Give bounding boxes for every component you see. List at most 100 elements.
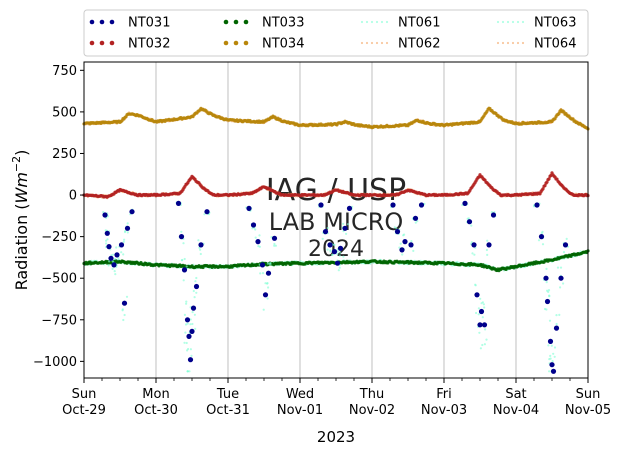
point-NT031 [175,200,182,206]
point-NT061 [393,226,396,229]
point-NT032 [547,177,551,181]
point-NT061 [269,261,272,265]
point-NT034 [557,111,561,116]
legend-marker [496,41,500,45]
point-NT061 [474,283,477,286]
point-NT031 [186,333,192,339]
point-NT061 [471,252,474,255]
point-NT031 [118,242,125,248]
point-NT061 [333,243,336,246]
y-tick-label: 500 [52,105,77,120]
legend-marker [370,41,374,45]
point-NT031 [412,215,419,221]
point-NT061 [122,253,125,256]
point-NT031 [246,205,252,211]
legend-item: NT063 [496,16,576,31]
point-NT061 [113,270,116,273]
legend-marker [385,20,389,24]
series-NT034 [82,106,590,131]
point-NT031 [471,242,477,248]
x-tick-day: Sun [576,387,601,402]
x-axis: SunOct-29MonOct-30TueOct-31WedNov-01ThuN… [62,378,611,418]
legend-marker [109,19,115,25]
point-NT061 [123,238,126,241]
point-NT061 [189,318,192,321]
point-NT061 [266,297,269,300]
point-NT031 [466,219,473,225]
point-NT031 [129,209,135,215]
point-NT061 [551,360,554,363]
point-NT061 [548,295,551,298]
point-NT061 [326,248,329,251]
watermark-line: LAB MICRO [269,208,404,236]
point-NT061 [186,322,189,325]
x-tick-label: Nov-02 [349,403,395,418]
point-NT031 [490,212,497,218]
point-NT031 [198,242,204,248]
legend-marker [370,20,374,24]
point-NT061 [483,306,486,309]
x-tick-day: Sun [72,387,97,402]
point-NT061 [485,248,488,252]
point-NT061 [480,302,483,305]
point-NT061 [267,286,270,289]
point-NT061 [114,273,117,276]
point-NT061 [182,279,185,282]
y-tick-label: −1000 [33,355,77,370]
point-NT032 [545,180,549,184]
point-NT061 [485,338,488,341]
point-NT061 [477,313,480,316]
point-NT061 [273,242,276,246]
point-NT061 [185,341,188,345]
point-NT061 [541,243,545,246]
point-NT061 [126,222,129,225]
point-NT061 [483,343,486,346]
point-NT031 [337,245,344,251]
point-NT061 [549,354,552,357]
point-NT061 [185,300,188,303]
grid-layer [155,62,517,378]
point-NT032 [541,187,545,191]
legend-marker [243,19,249,25]
point-NT061 [484,328,487,331]
point-NT031 [259,262,266,268]
legend-marker [365,20,369,24]
x-tick-day: Thu [359,387,384,402]
point-NT031 [250,222,257,228]
point-NT061 [194,280,197,283]
legend-marker [223,40,229,46]
point-NT061 [273,244,276,247]
point-NT031 [477,322,483,328]
point-NT061 [258,234,261,237]
point-NT061 [479,347,482,350]
point-NT061 [479,297,482,300]
legend-marker [99,19,105,25]
point-NT031 [327,242,333,248]
point-NT031 [124,225,131,231]
legend-item: NT031 [89,16,170,31]
point-NT061 [191,311,194,314]
y-label-close: ) [12,150,31,156]
legend-marker [360,41,364,45]
point-NT031 [346,205,353,211]
series-NT031 [102,200,569,374]
point-NT061 [195,291,198,294]
point-NT061 [193,296,196,299]
point-NT031 [534,202,540,208]
legend-marker [360,20,364,24]
point-NT061 [199,248,202,251]
point-NT031 [547,338,554,344]
point-NT061 [184,331,187,334]
point-NT061 [481,316,484,319]
point-NT061 [122,240,125,243]
point-NT061 [105,242,108,245]
x-tick-label: Oct-30 [134,403,178,418]
point-NT061 [477,307,480,310]
point-NT061 [478,331,481,334]
point-NT061 [262,308,265,311]
point-NT031 [549,362,555,368]
point-NT061 [486,239,489,242]
x-tick-day: Tue [216,387,239,402]
legend-item: NT061 [360,16,440,31]
